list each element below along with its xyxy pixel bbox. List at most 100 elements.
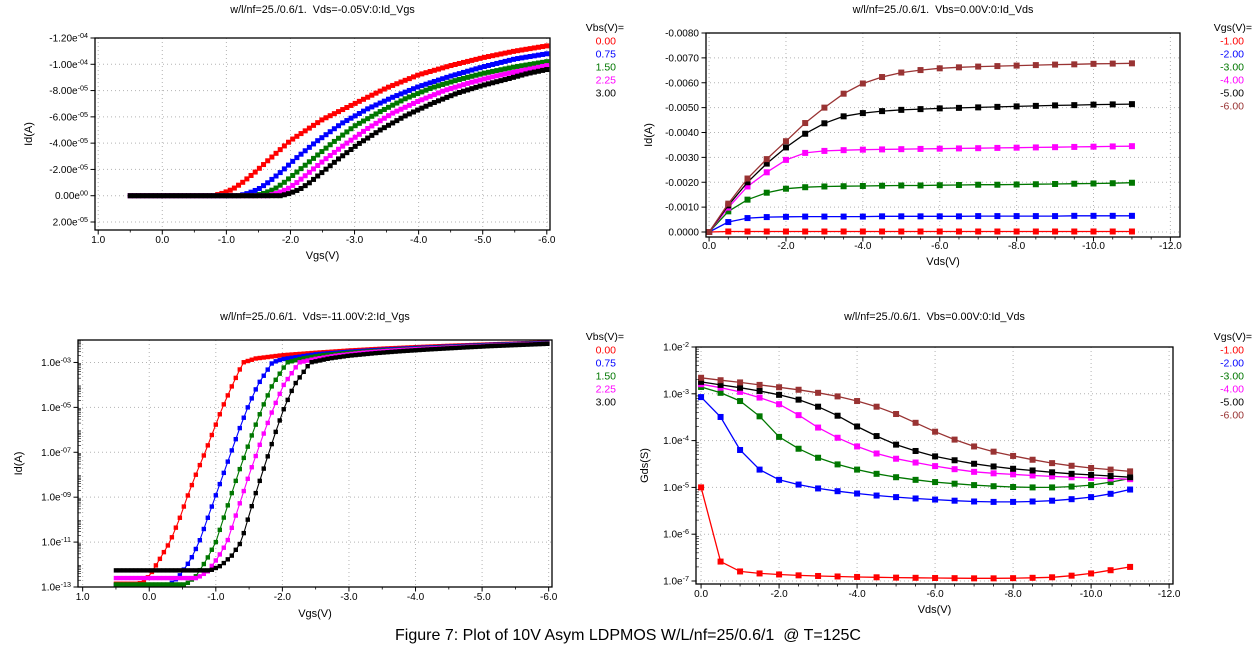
svg-text:3.00: 3.00 xyxy=(596,88,617,100)
svg-text:Vgs(V): Vgs(V) xyxy=(306,250,340,262)
svg-text:-0.0080: -0.0080 xyxy=(665,29,699,40)
svg-text:-2.00: -2.00 xyxy=(1220,49,1244,61)
svg-text:1.0e-7: 1.0e-7 xyxy=(663,574,689,588)
svg-text:-2.00e-05: -2.00e-05 xyxy=(49,162,88,176)
svg-text:-1.0: -1.0 xyxy=(218,235,236,246)
svg-text:-2.0: -2.0 xyxy=(777,241,795,252)
svg-text:-2.0: -2.0 xyxy=(282,235,300,246)
svg-text:-1.00e-04: -1.00e-04 xyxy=(49,57,88,71)
svg-text:-4.00e-05: -4.00e-05 xyxy=(49,136,88,150)
svg-text:-6.0: -6.0 xyxy=(538,235,556,246)
svg-text:1.0e-6: 1.0e-6 xyxy=(663,527,689,541)
svg-text:1.50: 1.50 xyxy=(596,62,617,74)
svg-text:0.0000: 0.0000 xyxy=(668,228,699,239)
svg-text:Id(A): Id(A) xyxy=(13,452,25,476)
svg-text:Vgs(V)=: Vgs(V)= xyxy=(1214,331,1252,343)
svg-text:-6.0: -6.0 xyxy=(540,592,558,603)
svg-text:1.0e-3: 1.0e-3 xyxy=(663,387,689,401)
svg-text:Vgs(V): Vgs(V) xyxy=(298,608,332,620)
svg-text:-3.0: -3.0 xyxy=(346,235,364,246)
svg-text:-8.0: -8.0 xyxy=(1004,589,1022,600)
svg-text:-0.0030: -0.0030 xyxy=(665,153,699,164)
svg-text:1.0e-05: 1.0e-05 xyxy=(41,400,71,414)
svg-text:-5.00: -5.00 xyxy=(1220,397,1244,409)
svg-text:w/l/nf=25./0.6/1. Vds=-0.05V:: w/l/nf=25./0.6/1. Vds=-0.05V:0:Id_Vgs xyxy=(229,4,415,16)
svg-text:-4.0: -4.0 xyxy=(407,592,425,603)
svg-text:0.0: 0.0 xyxy=(142,592,156,603)
svg-text:0.0: 0.0 xyxy=(155,235,169,246)
svg-text:-3.00: -3.00 xyxy=(1220,62,1244,74)
svg-text:1.0e-2: 1.0e-2 xyxy=(663,340,689,354)
svg-text:-1.0: -1.0 xyxy=(207,592,225,603)
svg-text:1.0e-13: 1.0e-13 xyxy=(41,580,71,594)
figure-caption: Figure 7: Plot of 10V Asym LDPMOS W/L/nf… xyxy=(395,627,861,644)
charts-grid: 1.0 0.0 -1.0 -2.0 -3.0 -4.0 -5.0 -6.0 -1.20e-04 -… xyxy=(0,0,1256,628)
svg-text:-3.00: -3.00 xyxy=(1220,371,1244,383)
svg-text:Id(A): Id(A) xyxy=(23,122,35,146)
svg-text:Vgs(V)=: Vgs(V)= xyxy=(1214,22,1252,34)
svg-text:-1.00: -1.00 xyxy=(1220,345,1244,357)
id-vgs-log-plot: 1.0 0.0 -1.0 -2.0 -3.0 -4.0 -5.0 -6.0 1.0e-03 1.0… xyxy=(13,311,624,620)
svg-text:1.0: 1.0 xyxy=(91,235,105,246)
svg-text:-12.0: -12.0 xyxy=(1159,241,1182,252)
svg-text:-0.0050: -0.0050 xyxy=(665,103,699,114)
svg-text:1.0e-03: 1.0e-03 xyxy=(41,355,71,369)
svg-text:-0.0040: -0.0040 xyxy=(665,128,699,139)
svg-text:Vbs(V)=: Vbs(V)= xyxy=(586,331,624,343)
chart-id-vgs-log: 1.0 0.0 -1.0 -2.0 -3.0 -4.0 -5.0 -6.0 1.0e-03 1.0… xyxy=(0,300,628,628)
svg-text:-6.00: -6.00 xyxy=(1220,410,1244,422)
svg-text:0.75: 0.75 xyxy=(596,358,617,370)
svg-text:-5.0: -5.0 xyxy=(474,235,492,246)
svg-text:w/l/nf=25./0.6/1. Vds=-11.00V: w/l/nf=25./0.6/1. Vds=-11.00V:2:Id_Vgs xyxy=(219,311,410,323)
svg-text:0.00: 0.00 xyxy=(596,36,617,48)
svg-text:-8.00e-05: -8.00e-05 xyxy=(49,84,88,98)
svg-text:-10.0: -10.0 xyxy=(1080,589,1103,600)
svg-text:2.25: 2.25 xyxy=(596,75,617,87)
svg-text:0.75: 0.75 xyxy=(596,49,617,61)
svg-text:Vds(V): Vds(V) xyxy=(926,256,960,268)
svg-text:-4.00: -4.00 xyxy=(1220,75,1244,87)
svg-text:-3.0: -3.0 xyxy=(340,592,358,603)
svg-text:-5.00: -5.00 xyxy=(1220,88,1244,100)
svg-text:2.00e-05: 2.00e-05 xyxy=(53,215,88,229)
svg-text:0.0: 0.0 xyxy=(702,241,716,252)
chart-gds-vds: 0.0 -2.0 -4.0 -6.0 -8.0 -10.0 -12.0 1.0e-2 1.0e-… xyxy=(628,300,1256,628)
svg-text:0.00: 0.00 xyxy=(596,345,617,357)
svg-text:-6.00: -6.00 xyxy=(1220,101,1244,113)
svg-text:3.00: 3.00 xyxy=(596,397,617,409)
svg-text:2.25: 2.25 xyxy=(596,384,617,396)
svg-text:1.0: 1.0 xyxy=(76,592,90,603)
svg-text:Vbs(V)=: Vbs(V)= xyxy=(586,22,624,34)
svg-text:-4.0: -4.0 xyxy=(848,589,866,600)
svg-text:0.00e00: 0.00e00 xyxy=(55,189,88,203)
svg-text:-8.0: -8.0 xyxy=(1008,241,1026,252)
svg-text:-4.0: -4.0 xyxy=(854,241,872,252)
id-vds-plot: 0.0 -2.0 -4.0 -6.0 -8.0 -10.0 -12.0 -0.0080 -0.0… xyxy=(643,4,1252,268)
svg-text:0.0: 0.0 xyxy=(694,589,708,600)
chart-id-vgs-linear: 1.0 0.0 -1.0 -2.0 -3.0 -4.0 -5.0 -6.0 -1.20e-04 -… xyxy=(0,0,628,270)
svg-text:-2.0: -2.0 xyxy=(770,589,788,600)
svg-text:-1.00: -1.00 xyxy=(1220,36,1244,48)
svg-text:-4.0: -4.0 xyxy=(410,235,428,246)
svg-text:-5.0: -5.0 xyxy=(473,592,491,603)
svg-text:Vds(V): Vds(V) xyxy=(918,604,952,616)
svg-text:-6.0: -6.0 xyxy=(931,241,949,252)
chart-id-vds: 0.0 -2.0 -4.0 -6.0 -8.0 -10.0 -12.0 -0.0080 -0.0… xyxy=(628,0,1256,270)
svg-text:1.0e-4: 1.0e-4 xyxy=(663,434,689,448)
svg-text:Gds(S): Gds(S) xyxy=(639,448,651,483)
svg-text:-12.0: -12.0 xyxy=(1158,589,1181,600)
svg-text:-6.00e-05: -6.00e-05 xyxy=(49,110,88,124)
svg-text:Id(A): Id(A) xyxy=(643,123,655,147)
svg-text:-0.0020: -0.0020 xyxy=(665,178,699,189)
svg-text:1.0e-09: 1.0e-09 xyxy=(41,490,71,504)
svg-text:1.0e-5: 1.0e-5 xyxy=(663,480,689,494)
svg-text:w/l/nf=25./0.6/1. Vbs=0.00V:0: w/l/nf=25./0.6/1. Vbs=0.00V:0:Id_Vds xyxy=(843,311,1025,323)
svg-text:1.50: 1.50 xyxy=(596,371,617,383)
svg-text:-0.0070: -0.0070 xyxy=(665,53,699,64)
svg-text:w/l/nf=25./0.6/1. Vbs=0.00V:0: w/l/nf=25./0.6/1. Vbs=0.00V:0:Id_Vds xyxy=(852,4,1034,16)
svg-text:-0.0060: -0.0060 xyxy=(665,78,699,89)
svg-text:-2.00: -2.00 xyxy=(1220,358,1244,370)
id-vgs-linear-plot: 1.0 0.0 -1.0 -2.0 -3.0 -4.0 -5.0 -6.0 -1.20e-04 -… xyxy=(23,4,624,262)
gds-vds-plot: 0.0 -2.0 -4.0 -6.0 -8.0 -10.0 -12.0 1.0e-2 1.0e-… xyxy=(639,311,1252,616)
